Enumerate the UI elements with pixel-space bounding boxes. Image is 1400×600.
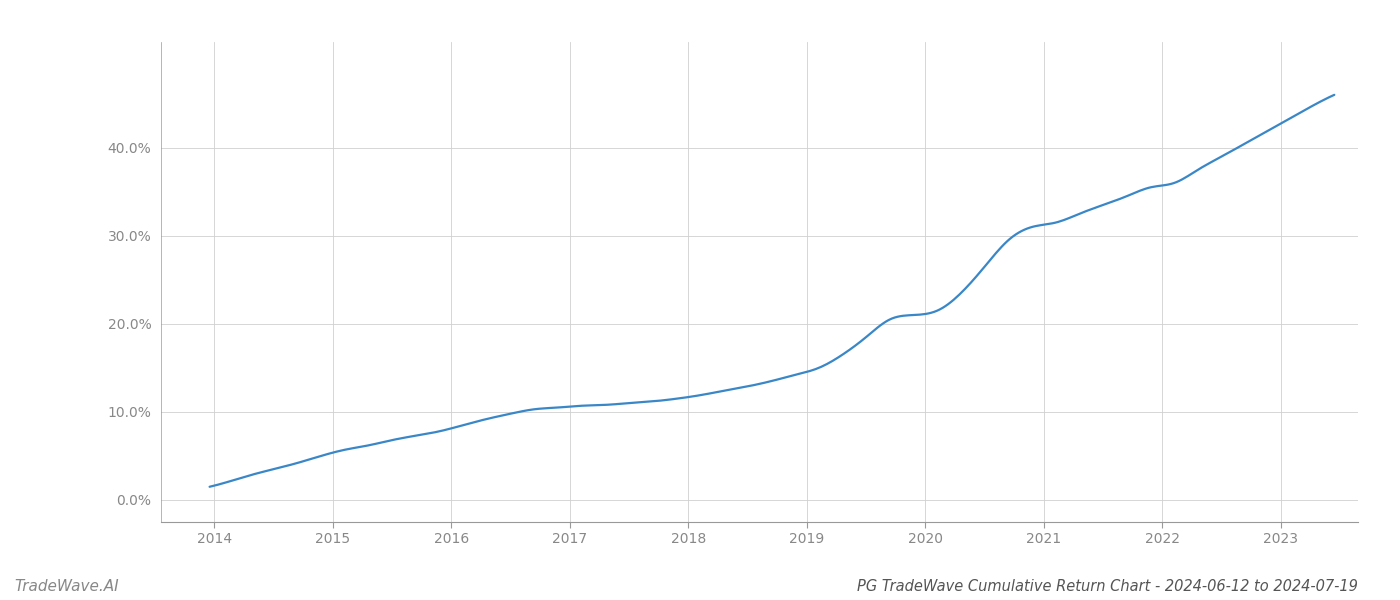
- Text: PG TradeWave Cumulative Return Chart - 2024-06-12 to 2024-07-19: PG TradeWave Cumulative Return Chart - 2…: [857, 579, 1358, 594]
- Text: TradeWave.AI: TradeWave.AI: [14, 579, 119, 594]
